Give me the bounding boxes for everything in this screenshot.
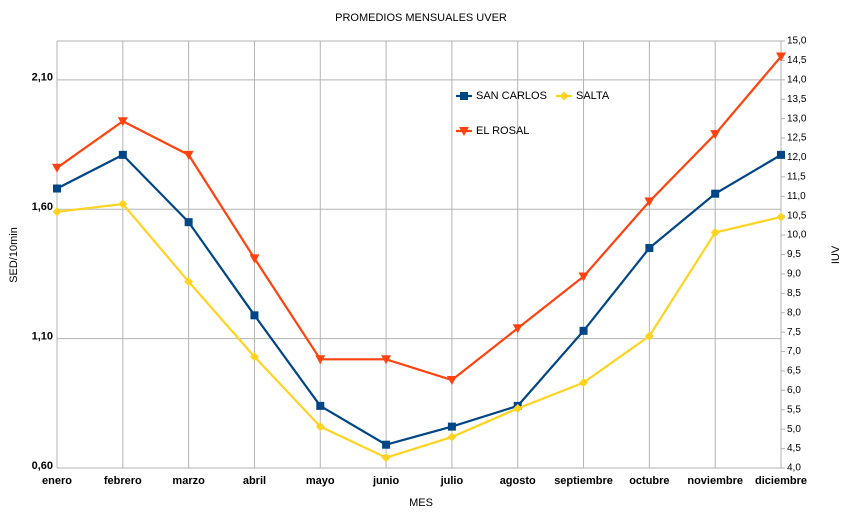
y2-axis-label: IUV — [830, 245, 842, 264]
y2-tick-label: 11,5 — [787, 172, 806, 183]
x-tick-label: febrero — [104, 475, 142, 487]
data-point — [776, 52, 786, 62]
data-point — [447, 432, 457, 442]
y-tick-label: 0,60 — [32, 460, 53, 472]
x-tick-label: enero — [42, 475, 72, 487]
x-tick-label: marzo — [172, 475, 205, 487]
y2-tick-label: 5,0 — [787, 424, 801, 435]
legend-label: SAN CARLOS — [476, 90, 547, 102]
data-point — [382, 440, 391, 449]
y2-tick-label: 4,0 — [787, 463, 801, 474]
x-axis-label: MES — [409, 497, 433, 509]
data-point — [381, 355, 392, 365]
data-point — [711, 189, 720, 198]
y2-tick-label: 13,5 — [787, 94, 807, 105]
legend-label: EL ROSAL — [476, 125, 529, 137]
x-tick-label: julio — [440, 475, 464, 487]
data-point — [183, 150, 194, 160]
y2-tick-label: 7,5 — [787, 327, 801, 338]
y-tick-label: 1,60 — [32, 201, 53, 213]
y2-tick-label: 10,5 — [787, 210, 807, 221]
data-point — [777, 150, 785, 159]
y2-tick-label: 7,0 — [787, 346, 801, 357]
data-point — [579, 378, 589, 388]
data-point — [710, 228, 720, 238]
series-line — [56, 202, 782, 459]
data-point — [644, 331, 654, 341]
y2-tick-label: 11,0 — [787, 191, 806, 202]
x-tick-label: noviembre — [687, 475, 743, 487]
legend-marker — [459, 127, 469, 136]
y2-tick-label: 12,0 — [787, 152, 807, 163]
data-point — [447, 422, 456, 431]
data-point — [118, 150, 127, 159]
data-point — [512, 324, 523, 334]
legend-marker — [460, 92, 468, 100]
x-tick-label: septiembre — [554, 475, 613, 487]
data-point — [644, 197, 655, 207]
data-point — [776, 212, 786, 222]
y2-tick-label: 8,0 — [787, 307, 801, 318]
data-point — [645, 244, 654, 253]
x-tick-label: octubre — [629, 475, 669, 487]
y2-tick-label: 6,5 — [787, 366, 801, 377]
y2-tick-label: 8,5 — [787, 288, 801, 299]
y-axis-label: SED/10min — [8, 227, 20, 283]
legend-marker — [559, 91, 569, 101]
x-tick-label: junio — [372, 475, 400, 487]
data-point — [513, 403, 523, 413]
data-point — [381, 453, 391, 463]
x-tick-label: mayo — [306, 475, 335, 487]
data-point — [710, 130, 721, 140]
data-point — [578, 272, 589, 282]
data-point — [117, 117, 128, 127]
data-point — [118, 199, 128, 209]
data-point — [250, 311, 259, 320]
data-point — [249, 254, 260, 264]
chart-title: PROMEDIOS MENSUALES UVER — [335, 12, 507, 24]
y2-tick-label: 12,5 — [787, 133, 807, 144]
data-point — [315, 422, 325, 432]
data-point — [53, 184, 61, 193]
x-tick-label: abril — [243, 475, 266, 487]
y2-tick-label: 15,0 — [787, 36, 807, 47]
y2-tick-label: 13,0 — [787, 113, 807, 124]
y2-tick-label: 4,5 — [787, 443, 801, 454]
data-point — [52, 163, 62, 173]
data-point — [184, 218, 193, 227]
y-tick-label: 2,10 — [32, 72, 53, 84]
data-point — [249, 352, 259, 362]
y2-tick-label: 14,5 — [787, 55, 807, 66]
series-line — [56, 153, 782, 446]
y2-tick-label: 6,0 — [787, 385, 801, 396]
data-point — [315, 355, 326, 365]
data-point — [316, 401, 325, 410]
x-tick-label: agosto — [500, 475, 536, 487]
y2-tick-label: 5,5 — [787, 404, 801, 415]
data-point — [184, 277, 194, 287]
x-tick-label: diciembre — [755, 475, 807, 487]
data-point — [579, 326, 588, 335]
legend-label: SALTA — [576, 90, 610, 102]
y-tick-label: 1,10 — [32, 331, 53, 343]
y2-tick-label: 10,0 — [787, 230, 807, 241]
y2-tick-label: 9,5 — [787, 249, 801, 260]
y2-tick-label: 14,0 — [787, 74, 807, 85]
data-point — [446, 376, 457, 386]
y2-tick-label: 9,0 — [787, 269, 801, 280]
data-point — [52, 207, 62, 217]
series-line — [56, 55, 782, 382]
